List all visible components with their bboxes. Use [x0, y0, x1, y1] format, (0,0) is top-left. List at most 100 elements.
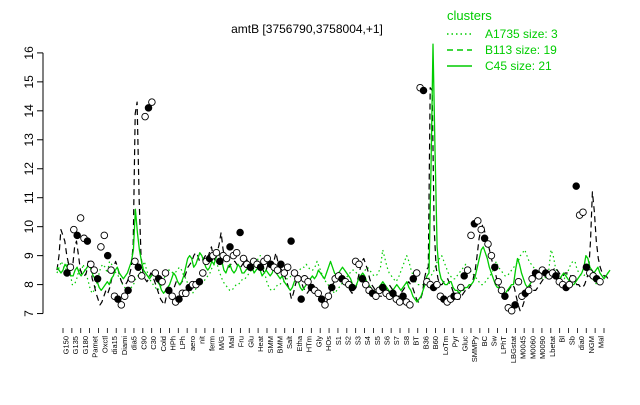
data-point	[582, 263, 591, 271]
data-point	[409, 275, 418, 283]
x-tick-label: M0090	[538, 336, 547, 359]
data-point	[457, 283, 465, 292]
data-point	[90, 266, 98, 274]
data-point	[287, 237, 295, 245]
data-point	[127, 275, 136, 283]
data-point	[246, 263, 255, 271]
data-point	[216, 257, 224, 266]
x-tick-label: M/G	[217, 336, 226, 350]
x-tick-label: B36	[421, 336, 430, 349]
x-tick-label: Diami	[120, 336, 129, 356]
x-tick-label: Heat	[256, 335, 265, 352]
data-point	[460, 272, 468, 280]
legend: clusters A1735 size: 3 B113 size: 19 C45 si…	[447, 8, 558, 73]
data-point	[314, 289, 322, 298]
data-point	[131, 257, 139, 266]
x-tick-label: LPh	[178, 336, 187, 349]
x-tick-label: nit	[198, 335, 207, 344]
data-point	[355, 260, 363, 269]
y-tick-label: 11	[22, 191, 36, 204]
data-point	[535, 272, 543, 280]
x-tick-label: G180	[81, 336, 90, 354]
data-point	[528, 275, 536, 283]
x-tick-label: S8	[402, 336, 411, 345]
data-point	[579, 208, 587, 216]
data-point	[412, 269, 421, 277]
x-tick-label: Cold	[159, 336, 168, 351]
data-point	[419, 86, 428, 95]
data-point	[467, 231, 475, 240]
data-point	[294, 275, 302, 283]
data-point	[195, 277, 204, 286]
data-point	[321, 301, 329, 309]
x-tick-label: Fru	[237, 336, 246, 347]
y-tick-label: 10	[22, 220, 36, 234]
data-point	[372, 292, 380, 300]
data-point	[148, 98, 156, 106]
data-point	[117, 301, 126, 309]
data-point	[151, 269, 160, 277]
x-tick-label: Pyr	[451, 335, 460, 347]
series-line-1	[56, 87, 611, 312]
x-tick-label: Lbetat	[548, 335, 557, 357]
x-tick-label: C90	[139, 336, 148, 350]
x-tick-label: S4	[363, 336, 372, 345]
x-tick-label: C30	[149, 336, 158, 350]
data-point	[572, 182, 580, 190]
data-point	[491, 263, 499, 271]
x-tick-label: ferm	[207, 336, 216, 351]
data-point	[596, 277, 604, 286]
data-point	[290, 269, 299, 277]
data-point	[565, 280, 574, 289]
x-tick-label: HTm	[305, 336, 314, 352]
x-tick-label: S6	[383, 336, 392, 345]
data-point	[83, 237, 92, 245]
data-point	[73, 231, 81, 240]
x-tick-label: M0045	[519, 336, 528, 359]
data-point	[134, 263, 143, 271]
x-tick-label: dia5	[130, 336, 139, 350]
data-point	[280, 269, 289, 277]
y-tick-label: 7	[22, 310, 36, 317]
data-point	[304, 277, 312, 286]
x-tick-label: Sw	[490, 335, 499, 346]
data-point	[406, 301, 414, 309]
x-tick-label: Glu	[246, 336, 255, 348]
legend-label: B113 size: 19	[485, 43, 557, 57]
data-points	[63, 83, 604, 315]
x-tick-label: G135	[71, 336, 80, 354]
y-tick-label: 9	[22, 252, 36, 259]
data-point	[389, 289, 397, 298]
x-tick-label: Mal	[597, 336, 606, 348]
data-point	[524, 286, 533, 295]
data-point	[328, 283, 336, 292]
data-point	[107, 266, 115, 274]
legend-label: A1735 size: 3	[485, 27, 558, 41]
data-point	[324, 292, 333, 300]
x-tick-label: Etha	[295, 335, 304, 351]
x-tick-label: BMM	[276, 336, 285, 354]
y-tick-label: 12	[22, 162, 36, 176]
x-tick-label: M0060	[528, 336, 537, 359]
x-tick-label: Sb	[567, 336, 576, 345]
axes: 7 8 9 10 11 12 13 14 15 16	[22, 46, 605, 333]
data-point	[362, 280, 370, 289]
x-tick-label: SMM	[266, 336, 275, 354]
data-point	[144, 104, 153, 112]
x-tick-label: Oxctl	[100, 336, 109, 353]
data-point	[232, 248, 241, 257]
data-point	[120, 292, 129, 300]
data-point	[168, 292, 176, 300]
data-point	[507, 306, 516, 315]
data-point	[212, 248, 221, 257]
data-point	[103, 251, 112, 260]
x-tick-label: LPhT	[499, 336, 508, 354]
data-point	[87, 260, 95, 269]
data-point	[487, 251, 496, 260]
data-point	[256, 263, 265, 271]
x-tick-label: LoTm	[441, 336, 450, 355]
data-point	[477, 225, 485, 234]
x-tick-label: B60	[431, 336, 440, 349]
data-point	[175, 295, 183, 303]
